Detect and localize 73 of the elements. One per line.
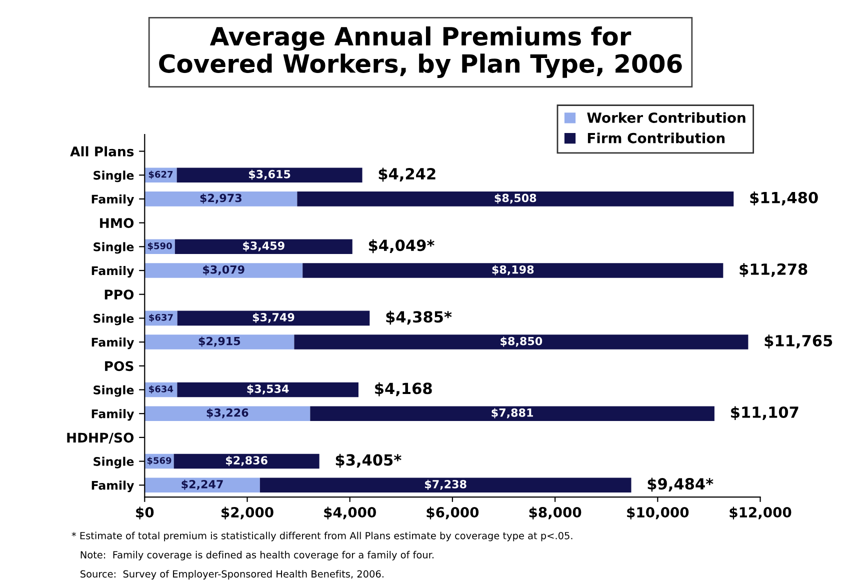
text: Note: Family coverage is defined as health coverage for a family of four. [80,550,434,560]
data-label: $3,615 [248,170,290,180]
total-label: $9,484* [648,478,714,492]
data-label: $2,973 [200,194,242,204]
source-note: Source: Survey of Employer-Sponsored Health Benefits, 2006. [80,570,384,580]
y-tick-label: All Plans [70,146,134,156]
bar [144,406,310,421]
data-label: $590 [148,242,172,250]
data-label: $8,508 [494,194,536,204]
bar [302,263,724,278]
total-label: $11,278 [740,263,808,277]
legend-label: Worker Contribution [587,112,746,123]
data-label: $2,836 [226,456,268,466]
total-label: $11,480 [750,192,818,206]
y-tick-label: Single [94,385,134,397]
text: * Estimate of total premium is statistically different from All Plans estimate by coverage type at p<.05. [72,532,572,542]
bar [144,478,260,493]
y-tick-label: Single [94,456,134,468]
y-tick-label: HDHP/SO [67,432,134,444]
data-label: $3,226 [206,408,248,418]
y-tick-label: Single [94,242,134,254]
total-label: $3,405* [336,454,402,468]
y-tick-label: Single [94,314,134,326]
data-label: $8,198 [492,265,534,276]
bar [174,239,352,254]
y-tick-label: HMO [100,218,134,228]
data-label: $7,881 [492,408,533,418]
y-tick-label: Family [92,266,134,278]
y-tick-label: Family [92,338,134,350]
data-label: $634 [149,385,174,394]
y-tick-label: PPO [104,290,134,300]
y-tick-label: Single [94,170,134,182]
bar [174,454,320,469]
bar [177,310,370,326]
data-label: $3,749 [252,312,294,323]
x-tick-label: $6,000 [426,506,479,520]
total-label: $4,168 [375,382,432,396]
bar [177,382,358,398]
data-label: $7,238 [425,480,466,490]
bar [144,192,298,206]
x-tick-label: $2,000 [222,506,274,520]
x-tick-label: $10,000 [627,506,689,520]
data-label: $2,915 [198,336,240,347]
bar [176,168,362,182]
x-tick-label: $0 [136,506,154,520]
bar [310,406,714,421]
total-label: $11,107 [731,406,798,420]
data-label: $627 [148,170,173,179]
bar [144,263,303,278]
y-tick-label: Family [92,480,134,492]
x-tick-label: $8,000 [529,506,582,520]
total-label: $4,385* [386,310,452,325]
bar [294,334,748,350]
chart-title: Average Annual Premiums for Covered Workers, by Plan Type, 2006 [159,26,682,78]
data-label: $569 [147,456,172,466]
data-label: $2,247 [182,480,223,490]
data-label: $3,459 [243,241,284,252]
data-label: $8,850 [500,336,542,347]
y-tick-label: Family [92,194,134,206]
total-label: $4,049* [368,239,434,254]
bar [144,334,294,350]
total-label: $11,765 [764,334,832,349]
data-label: $637 [149,314,173,322]
y-tick-label: Family [92,409,134,421]
data-label: $3,079 [203,265,244,276]
legend-label: Firm Contribution [588,132,725,144]
y-tick-label: POS [105,361,134,372]
x-tick-label: $4,000 [324,506,376,520]
data-label: $3,534 [247,384,289,394]
x-tick-label: $12,000 [730,506,792,520]
bar [297,192,734,206]
bar [260,478,632,493]
total-label: $4,242 [378,168,436,182]
